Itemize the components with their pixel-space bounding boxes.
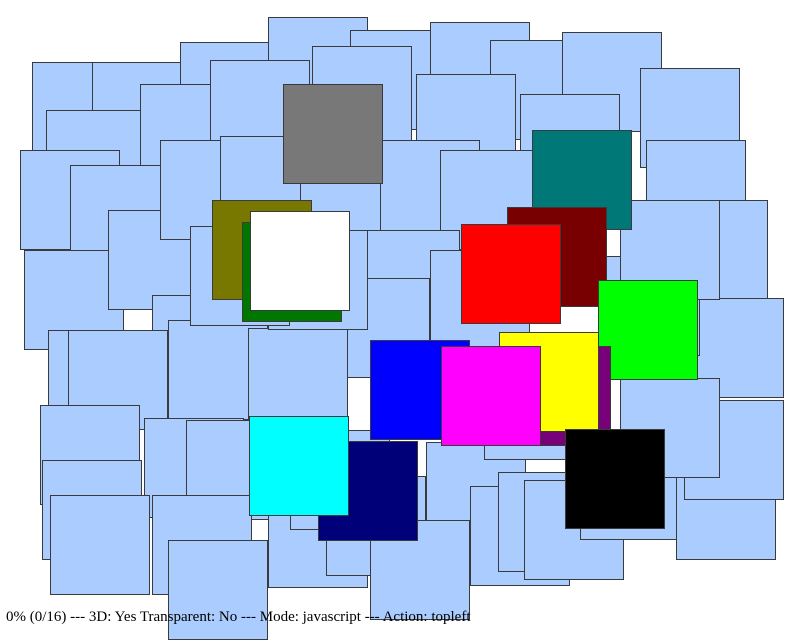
status-bar: 0% (0/16) --- 3D: Yes Transparent: No --…	[6, 609, 471, 625]
magenta-square[interactable]	[441, 346, 541, 446]
red-square[interactable]	[461, 224, 561, 324]
tile[interactable]	[168, 540, 268, 640]
cyan-square[interactable]	[249, 416, 349, 516]
tile[interactable]	[50, 495, 150, 595]
gray-square[interactable]	[283, 84, 383, 184]
black-square[interactable]	[565, 429, 665, 529]
white-square[interactable]	[250, 211, 350, 311]
lime-square[interactable]	[598, 280, 698, 380]
tile[interactable]	[248, 328, 348, 428]
